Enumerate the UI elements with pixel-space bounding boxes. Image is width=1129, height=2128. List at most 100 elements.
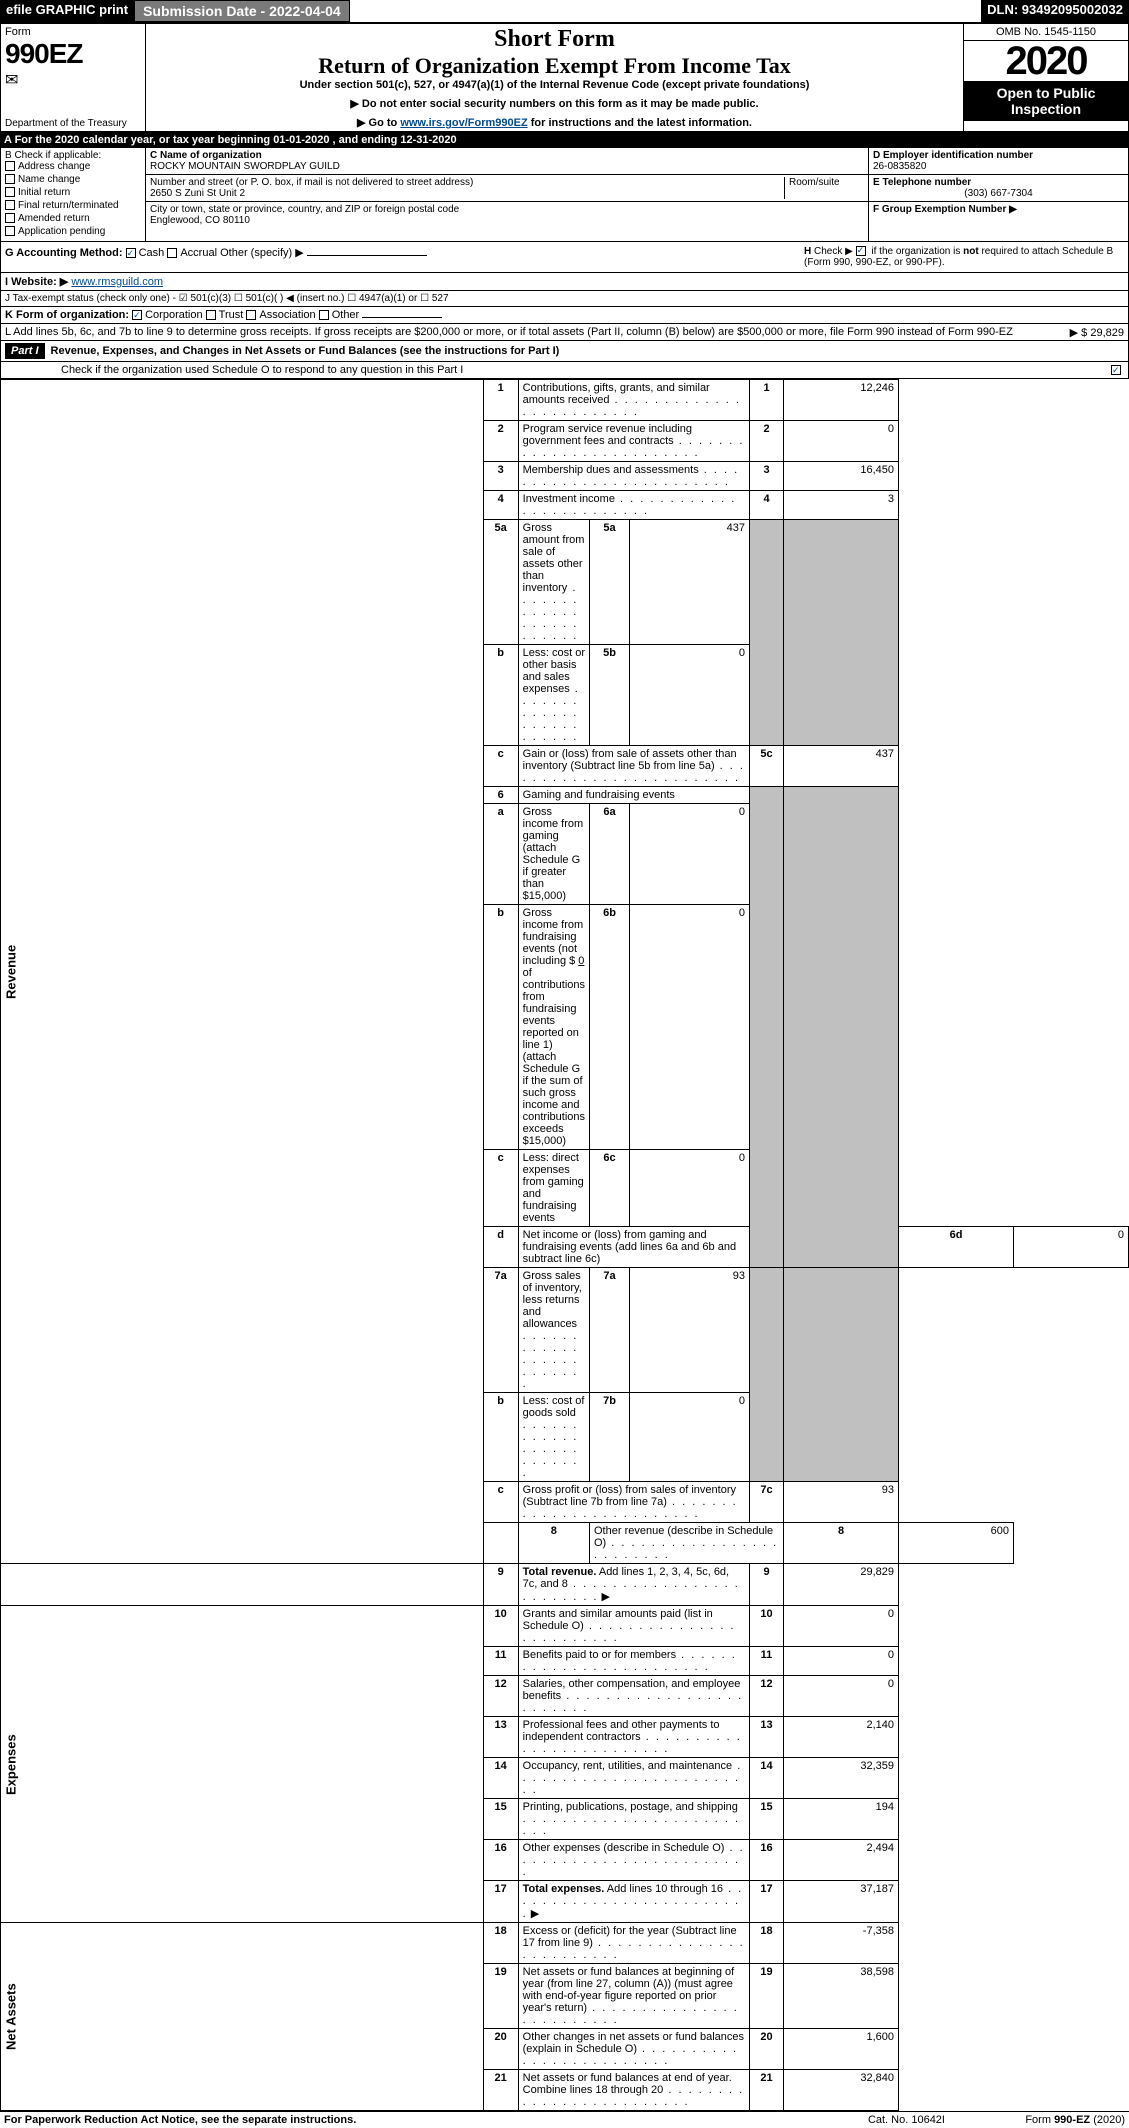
ln7a-sub: 7a — [590, 1268, 630, 1393]
ln6d-amt: 0 — [1014, 1227, 1129, 1268]
chk-final[interactable]: Final return/terminated — [5, 200, 141, 211]
ln11-amt: 0 — [784, 1647, 899, 1676]
ln1-desc: Contributions, gifts, grants, and simila… — [518, 380, 749, 421]
ln5a-num: 5a — [483, 520, 518, 645]
org-name-row: C Name of organization ROCKY MOUNTAIN SW… — [146, 148, 868, 175]
h-text3: (Form 990, 990-EZ, or 990-PF). — [804, 257, 945, 268]
chk-amended[interactable]: Amended return — [5, 213, 141, 224]
ln17-ref: 17 — [750, 1881, 784, 1923]
ln7-shaded — [750, 1268, 784, 1482]
open-public: Open to Public Inspection — [964, 81, 1128, 121]
group-exemption-row: F Group Exemption Number ▶ — [869, 202, 1128, 217]
part1-label: Part I — [5, 343, 45, 359]
part1-check: Check if the organization used Schedule … — [0, 362, 1129, 379]
line-a: A For the 2020 calendar year, or tax yea… — [0, 132, 1129, 148]
rev-cont — [483, 1523, 518, 1564]
goto-prefix: ▶ Go to — [357, 117, 400, 129]
ln13-desc: Professional fees and other payments to … — [518, 1717, 749, 1758]
i-label: I Website: ▶ — [5, 276, 68, 288]
chk-pending[interactable]: Application pending — [5, 226, 141, 237]
ln11-num: 11 — [483, 1647, 518, 1676]
footer-mid: Cat. No. 10642I — [868, 2114, 945, 2126]
bullet-goto: ▶ Go to www.irs.gov/Form990EZ for instru… — [152, 116, 957, 129]
ln6d-num: d — [483, 1227, 518, 1268]
ln6c-desc: Less: direct expenses from gaming and fu… — [518, 1150, 589, 1227]
ln8-desc: Other revenue (describe in Schedule O) — [590, 1523, 784, 1564]
ln15-ref: 15 — [750, 1799, 784, 1840]
ln4-desc: Investment income — [518, 491, 749, 520]
ln6b-subval: 0 — [630, 905, 750, 1150]
irs-link[interactable]: www.irs.gov/Form990EZ — [400, 117, 527, 129]
top-bar: efile GRAPHIC print Submission Date - 20… — [0, 0, 1129, 23]
chk-address[interactable]: Address change — [5, 161, 141, 172]
expenses-vert-label: Expenses — [1, 1606, 484, 1923]
ln19-num: 19 — [483, 1964, 518, 2029]
ln7b-desc: Less: cost of goods sold — [518, 1393, 589, 1482]
ln5c-num: c — [483, 746, 518, 787]
ln5a-desc: Gross amount from sale of assets other t… — [518, 520, 589, 645]
chk-assoc[interactable] — [246, 310, 256, 320]
ln1-ref: 1 — [750, 380, 784, 421]
ln21-num: 21 — [483, 2070, 518, 2111]
ln18-ref: 18 — [750, 1923, 784, 1964]
return-title: Return of Organization Exempt From Incom… — [152, 53, 957, 79]
ln1-amt: 12,246 — [784, 380, 899, 421]
ln7b-num: b — [483, 1393, 518, 1482]
chk-h[interactable] — [856, 246, 866, 256]
ln7a-subval: 93 — [630, 1268, 750, 1393]
k-row: K Form of organization: Corporation Trus… — [0, 307, 1129, 324]
ln5b-num: b — [483, 645, 518, 746]
ln6a-desc: Gross income from gaming (attach Schedul… — [518, 804, 589, 905]
website-link[interactable]: www.rmsguild.com — [71, 276, 163, 288]
ln6a-num: a — [483, 804, 518, 905]
header-left: Form 990EZ ✉ Department of the Treasury — [1, 24, 146, 131]
ln14-ref: 14 — [750, 1758, 784, 1799]
ln13-amt: 2,140 — [784, 1717, 899, 1758]
ln6d-desc: Net income or (loss) from gaming and fun… — [518, 1227, 749, 1268]
ln7b-subval: 0 — [630, 1393, 750, 1482]
ln7b-sub: 7b — [590, 1393, 630, 1482]
other-blank[interactable] — [307, 255, 427, 256]
chk-initial[interactable]: Initial return — [5, 187, 141, 198]
section-c: C Name of organization ROCKY MOUNTAIN SW… — [146, 148, 868, 241]
chk-other[interactable] — [319, 310, 329, 320]
ln18-desc: Excess or (deficit) for the year (Subtra… — [518, 1923, 749, 1964]
ln13-num: 13 — [483, 1717, 518, 1758]
efile-label[interactable]: efile GRAPHIC print — [0, 0, 134, 22]
d-label: D Employer identification number — [873, 150, 1124, 161]
section-b: B Check if applicable: Address change Na… — [1, 148, 146, 241]
ln5c-ref: 5c — [750, 746, 784, 787]
h-text2: if the organization is not required to a… — [871, 246, 1113, 257]
ln2-amt: 0 — [784, 421, 899, 462]
ln6b-num: b — [483, 905, 518, 1150]
header-center: Short Form Return of Organization Exempt… — [146, 24, 963, 131]
chk-accrual[interactable] — [167, 248, 177, 258]
ln6-shaded — [750, 787, 784, 1268]
chk-name[interactable]: Name change — [5, 174, 141, 185]
ln15-num: 15 — [483, 1799, 518, 1840]
chk-schedule-o[interactable] — [1111, 365, 1121, 375]
ln7c-desc: Gross profit or (loss) from sales of inv… — [518, 1482, 749, 1523]
chk-cash[interactable] — [126, 248, 136, 258]
ln11-ref: 11 — [750, 1647, 784, 1676]
l-text: L Add lines 5b, 6c, and 7b to line 9 to … — [5, 326, 1013, 338]
ln17-desc: Total expenses. Add lines 10 through 16 … — [518, 1881, 749, 1923]
l-row: L Add lines 5b, 6c, and 7b to line 9 to … — [0, 324, 1129, 341]
ln8-num: 8 — [518, 1523, 589, 1564]
ln5b-desc: Less: cost or other basis and sales expe… — [518, 645, 589, 746]
ln6a-sub: 6a — [590, 804, 630, 905]
ln15-amt: 194 — [784, 1799, 899, 1840]
chk-corp[interactable] — [132, 310, 142, 320]
k-label: K Form of organization: — [5, 309, 129, 321]
chk-trust[interactable] — [206, 310, 216, 320]
ln4-amt: 3 — [784, 491, 899, 520]
ln4-ref: 4 — [750, 491, 784, 520]
ln2-ref: 2 — [750, 421, 784, 462]
addr-label: Number and street (or P. O. box, if mail… — [150, 177, 784, 188]
addr-row: Number and street (or P. O. box, if mail… — [146, 175, 868, 202]
other-org-blank[interactable] — [362, 317, 442, 318]
city-label: City or town, state or province, country… — [150, 204, 459, 215]
city-row: City or town, state or province, country… — [146, 202, 868, 228]
ln7-shaded-amt — [784, 1268, 899, 1482]
part1-title: Revenue, Expenses, and Changes in Net As… — [51, 345, 560, 357]
